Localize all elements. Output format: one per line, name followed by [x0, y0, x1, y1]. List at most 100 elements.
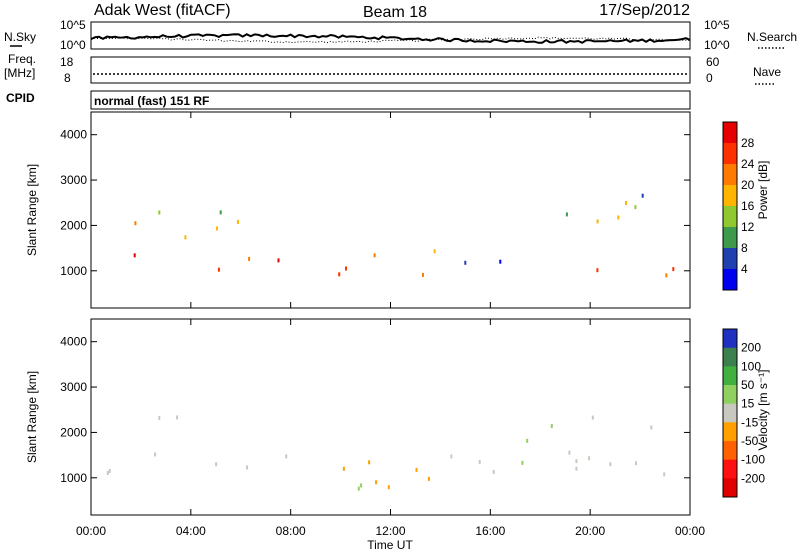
colorbar-segment [723, 164, 737, 186]
echo-cell [499, 259, 502, 264]
colorbar-frame [722, 328, 738, 498]
velocity-panel [90, 318, 691, 516]
echo-cell [184, 235, 187, 240]
power-panel [90, 111, 691, 309]
nsky-tick-bottom: 10^0 [60, 38, 86, 52]
colorbar-tick-label: -15 [741, 415, 759, 429]
x-axis-label: Time UT [367, 538, 413, 552]
colorbar-segment [723, 248, 737, 270]
x-tick-label: 04:00 [176, 524, 206, 538]
echo-cell [246, 465, 249, 470]
colorbar-segment [723, 441, 737, 461]
echo-cell [215, 462, 218, 467]
nsky-series [90, 33, 691, 44]
echo-cell [277, 258, 280, 263]
echo-cell [665, 273, 668, 278]
nsky-panel [90, 21, 691, 50]
colorbar-tick-label: -50 [741, 434, 759, 448]
colorbar-segment [723, 206, 737, 228]
echo-cell [663, 472, 666, 477]
x-tick-label: 00:00 [675, 524, 705, 538]
echo-cell [550, 424, 553, 429]
nsky-tick-top: 10^5 [60, 18, 86, 32]
echo-cell [596, 268, 599, 273]
echo-cell [609, 462, 612, 467]
echo-cell [215, 226, 218, 231]
colorbar-tick-label: -200 [741, 471, 765, 485]
colorbar-tick-label: 16 [741, 199, 755, 213]
colorbar-segment [723, 122, 737, 144]
echo-cell [108, 469, 111, 473]
colorbar-tick-label: 200 [741, 341, 761, 355]
nave-label: Nave [753, 65, 781, 79]
y-tick-label: 1000 [60, 264, 87, 278]
nave-tick-top: 60 [706, 55, 720, 69]
colorbar-segment [723, 385, 737, 405]
freq-unit: [MHz] [4, 66, 35, 80]
echo-cell [526, 438, 529, 443]
echo-cell [641, 193, 644, 198]
colorbar-segment [723, 329, 737, 349]
cpid-panel [90, 90, 691, 110]
echo-cell [635, 461, 637, 466]
nsearch-tick-bottom: 10^0 [704, 38, 730, 52]
echo-cell [591, 415, 594, 420]
echo-cell [617, 215, 620, 220]
echo-cell [342, 466, 345, 471]
echo-cell [565, 212, 568, 217]
nsky-label: N.Sky [4, 30, 36, 44]
echo-cell [375, 480, 378, 485]
echo-cell [357, 486, 360, 491]
echo-cell [492, 469, 495, 474]
nave-tick-bottom: 0 [706, 71, 713, 85]
power-echoes [133, 193, 675, 278]
echo-cell [106, 470, 109, 475]
echo-cell [285, 454, 288, 459]
colorbar-segment [723, 185, 737, 207]
echo-cell [133, 253, 136, 258]
cpid-label: CPID [6, 91, 35, 105]
colorbar-segment [723, 143, 737, 165]
freq-label: Freq. [8, 52, 36, 66]
echo-cell [158, 416, 161, 420]
echo-cell [521, 460, 524, 465]
echo-cell [176, 415, 179, 420]
echo-cell [672, 267, 675, 272]
echo-cell [588, 456, 591, 461]
echo-cell [427, 476, 430, 481]
colorbar-segment [723, 459, 737, 479]
echo-cell [217, 267, 220, 272]
velocity-ylabel: Slant Range [km] [25, 371, 39, 463]
colorbar-tick-label: 50 [741, 378, 755, 392]
echo-cell [575, 459, 578, 464]
colorbar-tick-label: 12 [741, 220, 755, 234]
echo-cell [237, 219, 239, 224]
freq-panel [90, 56, 691, 84]
colorbar-tick-label: 4 [741, 262, 748, 276]
y-tick-label: 3000 [60, 173, 87, 187]
cpid-value: normal (fast) 151 RF [94, 94, 209, 108]
echo-cell [625, 201, 627, 205]
echo-cell [464, 260, 467, 265]
beam-title: Beam 18 [363, 4, 427, 21]
freq-tick-top: 18 [60, 55, 74, 69]
colorbar-tick-label: 28 [741, 136, 755, 150]
colorbar-segment [723, 366, 737, 386]
echo-cell [575, 466, 578, 471]
nsearch-tick-top: 10^5 [704, 18, 730, 32]
colorbar-segment [723, 478, 737, 498]
y-tick-label: 2000 [60, 218, 87, 232]
power-ylabel: Slant Range [km] [25, 164, 39, 256]
echo-cell [373, 253, 376, 258]
echo-cell [650, 425, 653, 430]
x-tick-label: 20:00 [575, 524, 605, 538]
echo-cell [387, 485, 390, 490]
nsearch-label: N.Search [747, 30, 797, 44]
station-title: Adak West (fitACF) [94, 2, 231, 19]
y-tick-label: 2000 [60, 425, 87, 439]
colorbar-tick-label: 24 [741, 157, 755, 171]
colorbar-tick-label: -100 [741, 453, 765, 467]
echo-cell [415, 467, 418, 472]
echo-cell [158, 210, 161, 215]
